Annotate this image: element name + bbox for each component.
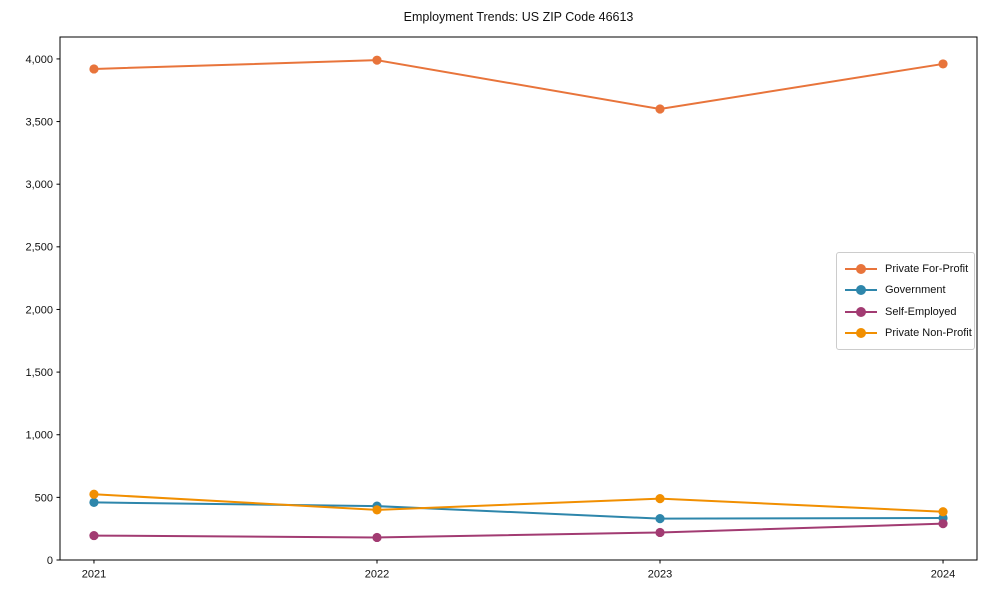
y-tick-label: 3,500 — [25, 116, 53, 128]
legend-label: Self-Employed — [885, 305, 957, 318]
y-tick-label: 4,000 — [25, 54, 53, 66]
x-tick-label: 2022 — [365, 569, 389, 581]
y-tick-label: 0 — [47, 555, 53, 567]
legend-item: Self-Employed — [844, 301, 966, 323]
data-point — [89, 530, 99, 541]
series-private-for-profit — [89, 55, 948, 114]
x-axis: 2021 2022 2023 2024 — [82, 560, 955, 581]
data-point — [938, 507, 948, 517]
data-point — [89, 64, 99, 74]
data-point — [89, 497, 99, 507]
legend-line-marker-icon — [845, 328, 877, 339]
x-tick-label: 2023 — [648, 569, 672, 581]
chart-title: Employment Trends: US ZIP Code 46613 — [403, 10, 634, 24]
data-point — [655, 494, 665, 504]
data-point — [372, 55, 382, 65]
x-tick-label: 2021 — [82, 569, 106, 581]
series-line — [93, 493, 944, 513]
y-tick-label: 1,000 — [25, 430, 53, 442]
legend-line-marker-icon — [845, 306, 877, 317]
data-point — [372, 532, 382, 543]
series-line — [93, 522, 944, 539]
legend-label: Private Non-Profit — [885, 327, 972, 340]
series-line — [93, 59, 944, 111]
y-tick-label: 500 — [35, 492, 53, 504]
y-tick-label: 3,000 — [25, 179, 53, 191]
data-point — [655, 104, 665, 114]
y-tick-label: 2,000 — [25, 304, 53, 316]
series-line — [93, 501, 944, 520]
legend-item: Government — [844, 280, 966, 302]
legend-line-marker-icon — [845, 263, 877, 274]
data-point — [938, 59, 948, 69]
data-point — [938, 519, 948, 529]
data-point — [655, 514, 665, 524]
data-point — [372, 505, 382, 515]
y-tick-label: 1,500 — [25, 367, 53, 379]
legend-item: Private Non-Profit — [844, 323, 972, 345]
legend-label: Private For-Profit — [885, 262, 969, 275]
legend-line-marker-icon — [845, 285, 877, 296]
axes-frame — [59, 36, 978, 561]
y-tick-label: 2,500 — [25, 242, 53, 254]
legend-item: Private For-Profit — [844, 258, 969, 280]
series-self-employed — [89, 519, 948, 543]
data-point — [655, 527, 665, 538]
series-private-non-profit — [89, 489, 948, 517]
legend: Private For-Profit Government Self-Employe… — [836, 252, 975, 350]
data-point — [89, 489, 99, 499]
y-axis: 0 500 1,000 1,500 2,000 2,500 3,000 3,500 4,000 — [25, 54, 60, 567]
legend-label: Government — [885, 284, 946, 297]
x-tick-label: 2024 — [931, 569, 955, 581]
